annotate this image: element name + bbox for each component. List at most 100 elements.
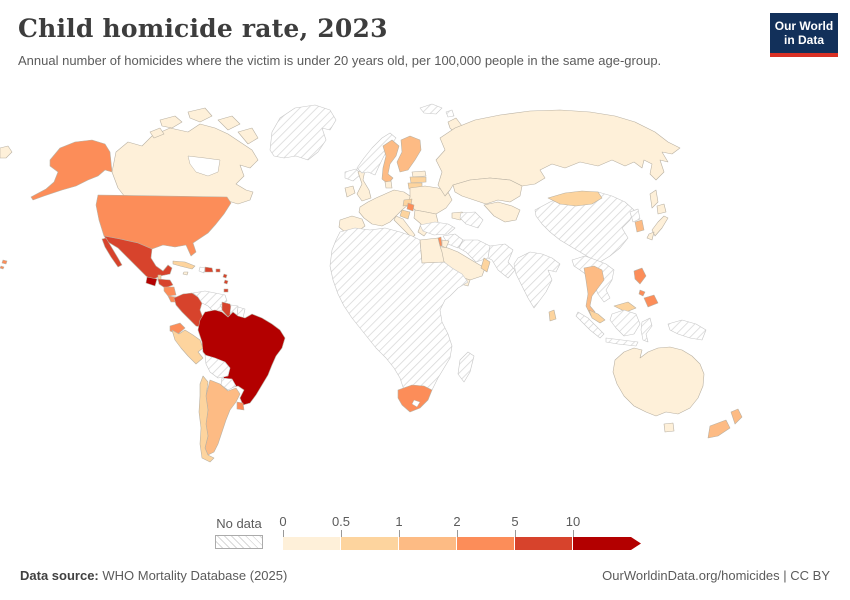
country-new-zealand[interactable] <box>707 419 731 439</box>
country-sri-lanka[interactable] <box>548 309 557 322</box>
country-new-zealand[interactable] <box>730 408 743 425</box>
legend-segment[interactable] <box>283 537 341 550</box>
country-uruguay[interactable] <box>236 401 245 411</box>
country-philippines[interactable] <box>638 289 646 297</box>
country-svalbard[interactable] <box>445 109 455 118</box>
country-guatemala[interactable] <box>145 276 158 287</box>
country-madagascar[interactable] <box>457 351 475 383</box>
country-jordan[interactable] <box>441 239 450 249</box>
country-latvia[interactable] <box>409 176 427 184</box>
hudson-bay <box>187 155 221 177</box>
country-java[interactable] <box>605 337 639 347</box>
country-arctic-islands[interactable] <box>217 115 241 131</box>
attribution-link[interactable]: OurWorldinData.org/homicides | CC BY <box>602 568 830 583</box>
country-new-guinea[interactable] <box>667 319 707 341</box>
country-trinidad[interactable] <box>223 288 229 293</box>
country-lesser-antilles[interactable] <box>223 279 229 285</box>
country-turkey[interactable] <box>419 221 456 236</box>
country-ireland[interactable] <box>344 185 356 198</box>
country-jamaica[interactable] <box>182 271 189 276</box>
country-turkmenistan[interactable] <box>459 211 484 229</box>
country-peru[interactable] <box>171 329 204 365</box>
country-south-korea[interactable] <box>634 219 645 233</box>
legend-tick-label: 2 <box>453 514 461 529</box>
country-dominican-republic[interactable] <box>204 266 214 273</box>
country-uk[interactable] <box>356 169 372 202</box>
legend-segment[interactable] <box>399 537 457 550</box>
country-japan[interactable] <box>656 203 667 215</box>
country-sumatra[interactable] <box>575 311 605 339</box>
country-egypt[interactable] <box>419 237 445 264</box>
country-denmark[interactable] <box>384 180 393 189</box>
country-russia[interactable] <box>435 109 681 197</box>
legend-tick <box>457 530 458 537</box>
country-australia[interactable] <box>612 346 705 417</box>
country-honduras[interactable] <box>157 278 174 289</box>
legend-tick-label: 1 <box>395 514 403 529</box>
legend-tick <box>399 530 400 537</box>
country-japan[interactable] <box>651 215 669 237</box>
country-europe-west[interactable] <box>358 189 411 227</box>
country-malaysia[interactable] <box>588 309 606 324</box>
country-arctic-islands[interactable] <box>159 115 183 129</box>
country-chukotka-sliver[interactable] <box>0 145 13 159</box>
country-arctic-islands[interactable] <box>187 107 213 123</box>
country-alaska[interactable] <box>30 139 113 201</box>
country-philippines[interactable] <box>633 267 647 285</box>
country-iran[interactable] <box>458 239 491 263</box>
country-cuba[interactable] <box>172 260 196 270</box>
legend-segment-arrow[interactable] <box>573 537 641 550</box>
country-sulawesi[interactable] <box>640 317 653 343</box>
legend-segment[interactable] <box>341 537 399 550</box>
country-japan[interactable] <box>646 231 655 241</box>
country-mexico[interactable] <box>103 235 173 281</box>
legend-segment[interactable] <box>457 537 515 550</box>
country-arctic-islands[interactable] <box>149 127 165 139</box>
country-hawaii[interactable] <box>0 265 5 270</box>
country-chile[interactable] <box>198 375 215 463</box>
country-north-korea[interactable] <box>629 208 641 223</box>
country-mexico[interactable] <box>101 237 123 268</box>
country-paraguay[interactable] <box>220 377 237 391</box>
country-central-asia[interactable] <box>483 201 521 223</box>
legend-no-data-swatch[interactable] <box>215 535 263 549</box>
country-haiti[interactable] <box>198 266 206 274</box>
chart-subtitle: Annual number of homicides where the vic… <box>18 53 662 68</box>
page-title: Child homicide rate, 2023 <box>18 14 388 43</box>
country-estonia[interactable] <box>411 170 427 178</box>
country-borneo[interactable] <box>609 309 641 337</box>
country-afghanistan-pakistan[interactable] <box>487 243 516 279</box>
country-philippines[interactable] <box>643 294 659 308</box>
country-oman[interactable] <box>480 257 491 273</box>
country-serbia[interactable] <box>406 202 415 212</box>
country-sakhalin[interactable] <box>649 189 659 209</box>
country-arctic-islands[interactable] <box>237 127 259 145</box>
country-thailand[interactable] <box>583 265 605 317</box>
country-sweden[interactable] <box>381 139 400 185</box>
country-hawaii[interactable] <box>1 259 8 265</box>
country-puerto-rico[interactable] <box>215 268 221 273</box>
country-balkans-west[interactable] <box>399 209 411 220</box>
country-lesser-antilles[interactable] <box>222 273 228 279</box>
owid-logo[interactable]: Our World in Data <box>770 13 838 57</box>
country-canada[interactable] <box>111 123 259 205</box>
country-venezuela[interactable] <box>192 290 228 313</box>
country-mongolia[interactable] <box>547 190 603 207</box>
country-nicaragua[interactable] <box>163 286 177 297</box>
data-source-note: Data source: WHO Mortality Database (202… <box>20 568 287 583</box>
country-greenland[interactable] <box>269 104 337 161</box>
country-finland[interactable] <box>396 135 422 173</box>
country-iceland[interactable] <box>344 168 362 182</box>
country-malaysia[interactable] <box>613 301 637 313</box>
country-south-africa[interactable] <box>397 384 433 413</box>
legend-segment[interactable] <box>515 537 573 550</box>
country-svalbard[interactable] <box>419 103 443 115</box>
country-india[interactable] <box>513 251 561 309</box>
country-kazakhstan[interactable] <box>452 177 523 205</box>
country-argentina[interactable] <box>204 379 241 456</box>
country-bolivia[interactable] <box>204 354 231 379</box>
legend-tick-label: 10 <box>565 514 581 529</box>
country-tasmania[interactable] <box>663 422 675 433</box>
legend-color-bar[interactable] <box>283 537 641 550</box>
